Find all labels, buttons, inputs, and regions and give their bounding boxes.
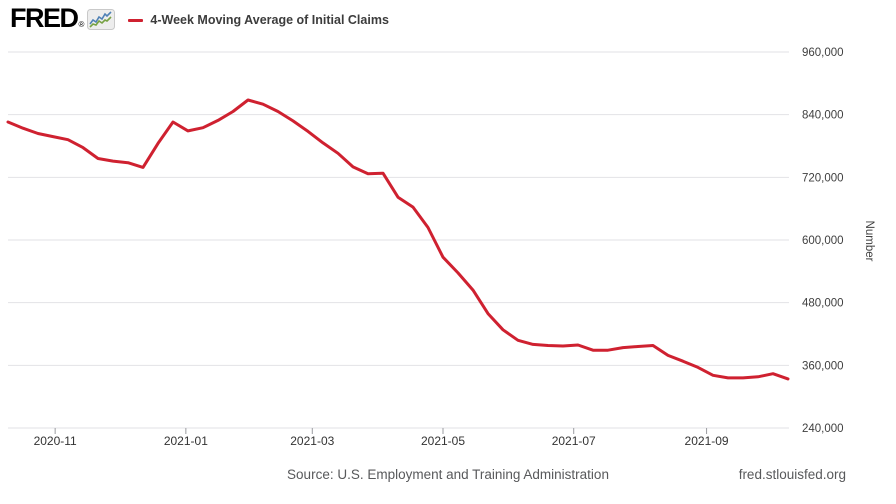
y-axis-title: Number <box>863 221 875 262</box>
x-tick-label: 2020-11 <box>34 434 77 448</box>
x-tick-label: 2021-07 <box>552 434 596 448</box>
registered-trademark: ® <box>78 20 85 29</box>
y-tick-label: 240,000 <box>802 423 844 435</box>
y-tick-label: 600,000 <box>802 235 844 247</box>
data-line-series[interactable] <box>6 98 790 381</box>
legend: 4-Week Moving Average of Initial Claims <box>128 13 389 27</box>
x-tick-label: 2021-09 <box>685 434 729 448</box>
y-tick-label: 720,000 <box>802 172 844 184</box>
chart-header: FRED ® 4-Week Moving Average of Initial … <box>10 3 389 33</box>
x-tick-label: 2021-05 <box>421 434 465 448</box>
source-note: Source: U.S. Employment and Training Adm… <box>287 467 609 482</box>
legend-label: 4-Week Moving Average of Initial Claims <box>150 13 389 27</box>
y-tick-label: 360,000 <box>802 360 844 372</box>
x-tick-label: 2021-03 <box>290 434 334 448</box>
x-tick-label: 2021-01 <box>164 434 208 448</box>
legend-line-swatch <box>128 18 144 22</box>
fred-sparkline-icon <box>87 9 116 30</box>
fred-site-text: fred.stlouisfed.org <box>738 467 846 482</box>
fred-logo-text: FRED <box>10 3 79 33</box>
y-tick-label: 480,000 <box>802 298 844 310</box>
y-tick-label: 840,000 <box>802 110 844 122</box>
fred-logo: FRED ® <box>10 3 116 33</box>
y-tick-label: 960,000 <box>802 47 844 59</box>
